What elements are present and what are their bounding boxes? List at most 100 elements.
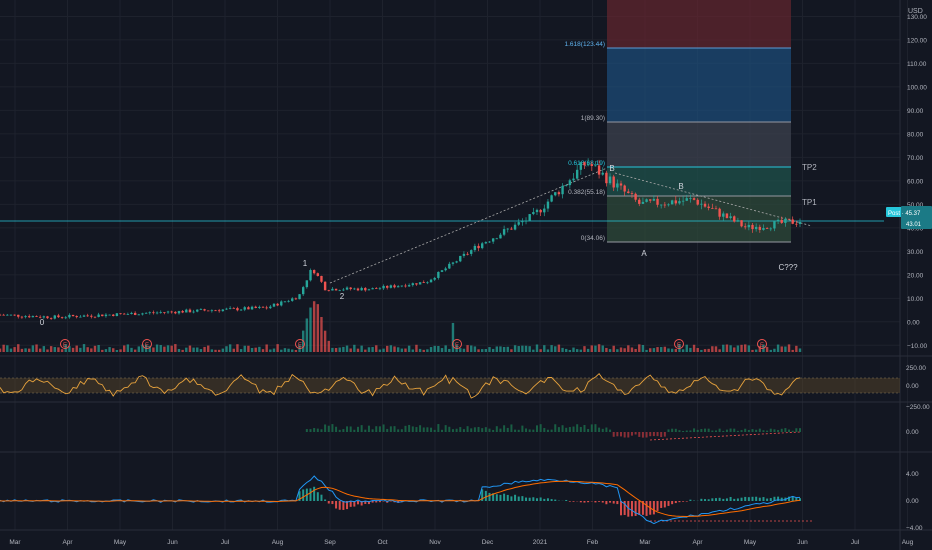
volume-bar [718, 349, 721, 352]
histogram-bar [557, 427, 560, 432]
candle-body [353, 288, 356, 290]
histogram-pane[interactable]: 0.00 [305, 424, 919, 438]
earnings-marker-6[interactable]: E [757, 339, 767, 350]
candle-body [20, 316, 24, 318]
earnings-marker-1[interactable]: E [60, 339, 70, 350]
histogram-bar [481, 428, 484, 432]
histogram-bar [430, 427, 433, 432]
candle-body [276, 303, 279, 306]
candle-body [320, 275, 323, 282]
histogram-bar [747, 429, 750, 432]
candle-body [667, 204, 670, 206]
candle-body [568, 180, 572, 186]
candle-body [309, 270, 312, 281]
volume-bar [674, 348, 677, 352]
volume-bar [612, 345, 615, 352]
macd-bar [521, 496, 524, 501]
svg-text:E: E [63, 343, 67, 349]
time-axis[interactable]: Mar Apr May Jun Jul Aug Sep Oct Nov Dec 2021 Feb Mar… [9, 539, 913, 546]
candle-body [225, 308, 228, 310]
price-tick: 60.00 [907, 178, 924, 185]
histogram-bar [725, 429, 728, 432]
earnings-marker-2[interactable]: E [142, 339, 152, 350]
candle-body [64, 317, 67, 319]
histogram-bar [718, 428, 721, 432]
candle-body [787, 218, 791, 220]
fib-zone-0382 [607, 196, 791, 242]
candle-body [535, 209, 539, 213]
candle-body [38, 316, 42, 318]
volume-bar [312, 301, 316, 352]
cci-pane[interactable]: 250.00 0.00 −250.00 [0, 365, 930, 411]
candle-body [502, 229, 506, 235]
volume-bar [207, 345, 210, 352]
candle-body [652, 198, 656, 201]
earnings-markers[interactable]: E E E E E E [60, 339, 767, 350]
volume-bar [24, 348, 27, 352]
volume-bar [291, 349, 294, 352]
macd-pane[interactable]: 4.00 0.00 −4.00 [0, 471, 923, 532]
volume-bar [729, 345, 732, 352]
candle-body [342, 289, 345, 291]
volume-bar [367, 347, 371, 352]
trend-lines[interactable] [329, 167, 813, 522]
fib-retracement[interactable]: 1.618(123.44) 1(89.30) 0.618(68.19) 0.38… [565, 0, 818, 243]
volume-bar [565, 348, 568, 352]
volume-bar [444, 345, 447, 352]
candle-body [232, 307, 235, 309]
volume-bar [185, 347, 188, 352]
macd-bar [645, 501, 648, 516]
volume-bar [9, 348, 13, 352]
candle-body [181, 311, 184, 313]
histogram-bar [316, 428, 319, 432]
candle-body [747, 224, 751, 228]
candle-body [305, 280, 309, 288]
volume-bar [608, 349, 612, 352]
histogram-bar [360, 425, 363, 432]
earnings-marker-5[interactable]: E [674, 339, 684, 350]
candle-body [170, 311, 173, 313]
volume-bar [49, 346, 53, 352]
candles[interactable] [0, 158, 802, 320]
volume-bar [386, 345, 389, 352]
candle-body [155, 312, 159, 314]
histogram-bar [415, 427, 418, 432]
volume-bar [765, 346, 769, 352]
fib-zone-0618 [607, 167, 791, 196]
candle-body [499, 234, 502, 239]
histogram-bar [576, 424, 579, 432]
volume-bar [780, 346, 783, 352]
candle-body [532, 212, 535, 215]
volume-bar [119, 349, 122, 352]
histogram-bar [609, 429, 612, 432]
candle-body [301, 287, 305, 295]
candle-body [470, 250, 473, 254]
candle-body [674, 200, 677, 204]
histogram-bar [488, 428, 491, 432]
candle-body [291, 298, 294, 301]
macd-bar [510, 496, 513, 501]
candle-body [334, 288, 338, 291]
macd-bar [525, 497, 528, 501]
macd-bar [773, 496, 776, 501]
svg-text:E: E [145, 343, 149, 349]
candle-body [192, 311, 195, 313]
candle-body [214, 310, 217, 312]
histogram-bar [620, 432, 623, 437]
candle-body [104, 314, 108, 317]
earnings-marker-4[interactable]: E [452, 339, 462, 350]
earnings-marker-3[interactable]: E [295, 339, 305, 350]
candle-body [444, 268, 447, 271]
macd-bar [678, 501, 681, 503]
candle-body [510, 228, 513, 230]
macd-bar [316, 492, 319, 501]
price-tick: −10.00 [907, 343, 927, 350]
candle-body [375, 288, 378, 289]
price-axis[interactable]: 130.00 120.00 110.00 100.00 90.00 80.00 70.00 6… [907, 14, 927, 350]
candle-body [736, 220, 740, 222]
volume-bar [334, 348, 338, 352]
volume-bar [35, 344, 38, 352]
histogram-bar [309, 429, 312, 432]
candle-body [740, 220, 743, 227]
